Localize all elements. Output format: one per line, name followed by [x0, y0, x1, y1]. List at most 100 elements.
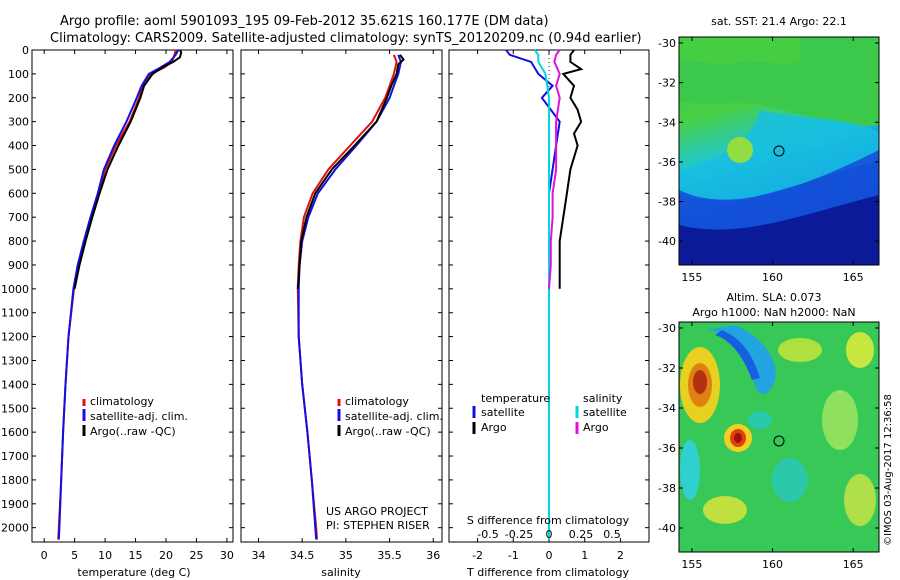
pi-annotation: PI: STEPHEN RISER — [326, 519, 430, 532]
x-tick-label: 35.5 — [377, 549, 402, 562]
salinity-legend: climatology satellite-adj. clim. Argo(..… — [337, 395, 443, 438]
legend-label-satellite: satellite-adj. clim. — [90, 410, 188, 423]
x-tick-label: 36 — [426, 549, 440, 562]
s-tick-label: -0.5 — [477, 528, 498, 541]
legend-label-temperature-satellite: satellite — [481, 406, 525, 419]
sla-map-title-2: Argo h1000: NaN h2000: NaN — [692, 306, 855, 319]
y-tick-label: 1100 — [1, 307, 29, 320]
title-line-1: Argo profile: aoml 5901093_195 09-Feb-20… — [60, 14, 549, 29]
temperature-axes-frame — [31, 49, 234, 543]
sla-map-title-1: Altim. SLA: 0.073 — [726, 291, 821, 304]
legend-label-climatology: climatology — [90, 395, 154, 408]
y-tick-label: 900 — [8, 259, 29, 272]
legend-label-climatology: climatology — [345, 395, 409, 408]
lat-tick-label: -30 — [658, 322, 676, 335]
salinity-axes-frame — [240, 49, 443, 543]
temperature-xlabel: temperature (deg C) — [77, 566, 190, 579]
legend-header-temperature: temperature — [481, 392, 550, 405]
title-line-2: Climatology: CARS2009. Satellite-adjuste… — [50, 31, 642, 46]
y-tick-label: 1000 — [1, 283, 29, 296]
y-tick-label: 100 — [8, 68, 29, 81]
y-tick-label: 1700 — [1, 450, 29, 463]
x-tick-label: 25 — [189, 549, 203, 562]
legend-label-argo: Argo(..raw -QC) — [90, 425, 176, 438]
lon-tick-label: 160 — [762, 558, 783, 571]
temperature-panel: 0 5 10 15 20 25 300100200300400500600700800900… — [1, 44, 234, 579]
lat-tick-label: -36 — [658, 442, 676, 455]
series-line — [73, 49, 183, 290]
lat-tick-label: -36 — [658, 156, 676, 169]
series-line — [533, 49, 550, 540]
lat-tick-label: -38 — [658, 482, 676, 495]
lat-tick-label: -38 — [658, 196, 676, 209]
x-tick-label: 5 — [71, 549, 78, 562]
lat-tick-label: -40 — [658, 235, 676, 248]
y-tick-label: 300 — [8, 116, 29, 129]
x-tick-label: 35 — [339, 549, 353, 562]
legend-label-satellite: satellite-adj. clim. — [345, 410, 443, 423]
s-difference-label: S difference from climatology — [467, 514, 630, 527]
lon-tick-label: 160 — [762, 271, 783, 284]
y-tick-label: 800 — [8, 235, 29, 248]
x-tick-label: -1 — [508, 549, 519, 562]
salinity-xlabel: salinity — [321, 566, 361, 579]
project-annotation: US ARGO PROJECT — [326, 505, 428, 518]
y-tick-label: 1300 — [1, 354, 29, 367]
series-line — [558, 49, 584, 289]
y-tick-label: 1500 — [1, 402, 29, 415]
legend-label-salinity-satellite: satellite — [583, 406, 627, 419]
x-tick-label: 10 — [98, 549, 112, 562]
y-tick-label: 200 — [8, 92, 29, 105]
x-tick-label: 15 — [129, 549, 143, 562]
x-tick-label: 0 — [546, 549, 553, 562]
sla-map-frame — [678, 321, 880, 553]
legend-label-argo: Argo(..raw -QC) — [345, 425, 431, 438]
y-tick-label: 0 — [22, 44, 29, 57]
lat-tick-label: -40 — [658, 522, 676, 535]
series-line — [296, 54, 398, 540]
series-line — [296, 54, 405, 289]
y-tick-label: 600 — [8, 187, 29, 200]
copyright-timestamp: ©IMOS 03-Aug-2017 12:36:58 — [883, 394, 894, 546]
lon-tick-label: 165 — [843, 558, 864, 571]
x-tick-label: 2 — [617, 549, 624, 562]
x-tick-label: -2 — [472, 549, 483, 562]
lat-tick-label: -34 — [658, 116, 676, 129]
legend-header-salinity: salinity — [583, 392, 623, 405]
x-tick-label: 30 — [220, 549, 234, 562]
legend-label-salinity-argo: Argo — [583, 421, 609, 434]
x-tick-label: 20 — [159, 549, 173, 562]
lon-tick-label: 155 — [681, 558, 702, 571]
sla-field — [679, 322, 879, 552]
series-line — [505, 49, 561, 540]
s-tick-label: 0 — [546, 528, 553, 541]
y-tick-label: 1200 — [1, 331, 29, 344]
y-tick-label: 1900 — [1, 498, 29, 511]
sst-map-title: sat. SST: 21.4 Argo: 22.1 — [711, 15, 847, 28]
difference-legend: temperature salinity satellite Argo sate… — [472, 392, 627, 434]
y-tick-label: 1400 — [1, 378, 29, 391]
temperature-legend: climatology satellite-adj. clim. Argo(..… — [82, 395, 188, 438]
sst-field — [679, 37, 879, 265]
series-line — [548, 49, 561, 289]
x-tick-label: 1 — [581, 549, 588, 562]
s-tick-label: 0.5 — [603, 528, 621, 541]
s-tick-label: -0.25 — [505, 528, 533, 541]
y-tick-label: 1600 — [1, 426, 29, 439]
x-tick-label: 34 — [251, 549, 265, 562]
y-tick-label: 2000 — [1, 522, 29, 535]
s-tick-label: 0.25 — [569, 528, 594, 541]
series-line — [57, 49, 180, 540]
sst-map-frame — [678, 36, 880, 266]
lon-tick-label: 155 — [681, 271, 702, 284]
difference-panel: -2 -1 0 1 2 T difference from climatology S … — [448, 49, 650, 579]
lat-tick-label: -32 — [658, 77, 676, 90]
series-line — [297, 54, 402, 540]
lat-tick-label: -32 — [658, 362, 676, 375]
y-tick-label: 500 — [8, 163, 29, 176]
sla-map: Altim. SLA: 0.073 Argo h1000: NaN h2000:… — [658, 291, 880, 571]
x-tick-label: 34.5 — [290, 549, 315, 562]
lat-tick-label: -34 — [658, 402, 676, 415]
x-tick-label: 0 — [41, 549, 48, 562]
